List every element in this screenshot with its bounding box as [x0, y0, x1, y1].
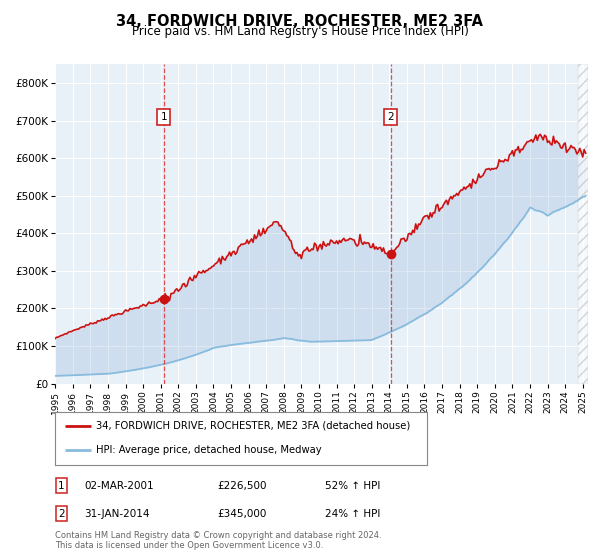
Text: 02-MAR-2001: 02-MAR-2001: [84, 480, 154, 491]
Text: 24% ↑ HPI: 24% ↑ HPI: [325, 508, 380, 519]
Text: 52% ↑ HPI: 52% ↑ HPI: [325, 480, 380, 491]
Text: 2: 2: [58, 508, 65, 519]
Text: HPI: Average price, detached house, Medway: HPI: Average price, detached house, Medw…: [96, 445, 322, 455]
Text: £345,000: £345,000: [217, 508, 266, 519]
Text: £226,500: £226,500: [217, 480, 266, 491]
Text: Contains HM Land Registry data © Crown copyright and database right 2024.
This d: Contains HM Land Registry data © Crown c…: [55, 530, 382, 550]
Text: 2: 2: [388, 112, 394, 122]
Text: 34, FORDWICH DRIVE, ROCHESTER, ME2 3FA: 34, FORDWICH DRIVE, ROCHESTER, ME2 3FA: [116, 14, 484, 29]
Text: Price paid vs. HM Land Registry's House Price Index (HPI): Price paid vs. HM Land Registry's House …: [131, 25, 469, 38]
Text: 1: 1: [58, 480, 65, 491]
Text: 31-JAN-2014: 31-JAN-2014: [84, 508, 149, 519]
Text: 1: 1: [160, 112, 167, 122]
Text: 34, FORDWICH DRIVE, ROCHESTER, ME2 3FA (detached house): 34, FORDWICH DRIVE, ROCHESTER, ME2 3FA (…: [96, 421, 410, 431]
